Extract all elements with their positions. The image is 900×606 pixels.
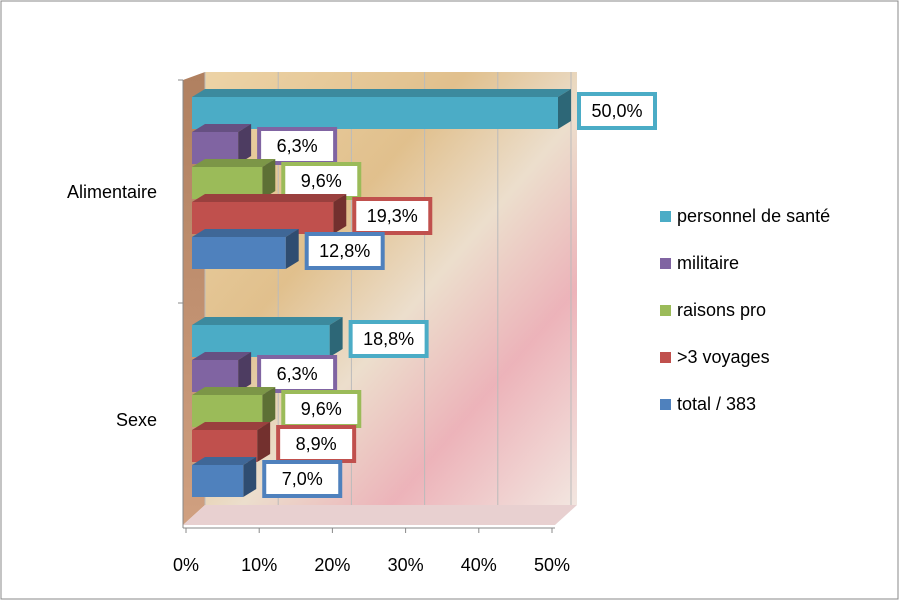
legend-label: total / 383: [677, 394, 756, 414]
data-label: 9,6%: [301, 171, 342, 191]
x-tick-label: 40%: [461, 555, 497, 575]
data-label-box: [257, 127, 338, 165]
legend-swatch: [660, 352, 671, 363]
legend-swatch: [660, 399, 671, 410]
bar-face: [257, 422, 271, 462]
bar-face: [192, 430, 258, 462]
bar-face: [192, 237, 286, 269]
bar-face: [285, 229, 299, 269]
data-label: 19,3%: [367, 206, 418, 226]
data-label-box: [262, 460, 343, 498]
y-tick-label: Alimentaire: [67, 182, 157, 202]
data-label: 50,0%: [591, 101, 642, 121]
legend-label: raisons pro: [677, 300, 766, 320]
bar: [192, 89, 571, 129]
data-label-box: [304, 232, 385, 270]
bar-face: [243, 457, 257, 497]
bar: [192, 387, 276, 427]
legend-swatch: [660, 258, 671, 269]
bar-face: [192, 167, 263, 199]
bar-face: [192, 124, 252, 132]
bar: [192, 352, 252, 392]
bar-face: [192, 132, 239, 164]
bar-face: [558, 89, 571, 129]
bar-face: [192, 395, 263, 427]
bar-face: [333, 194, 347, 234]
bar-face: [192, 465, 244, 497]
legend-label: personnel de santé: [677, 206, 830, 226]
bar: [192, 159, 276, 199]
bar-face: [192, 89, 571, 97]
bar-face: [329, 317, 343, 357]
y-tick-label: Sexe: [116, 410, 157, 430]
bar-face: [238, 352, 252, 392]
bar: [192, 229, 299, 269]
x-tick-label: 50%: [534, 555, 570, 575]
bar-face: [192, 202, 334, 234]
data-label: 6,3%: [277, 136, 318, 156]
bar-face: [192, 317, 343, 325]
bar-face: [262, 387, 276, 427]
bar-face: [192, 422, 271, 430]
data-label-box: [281, 390, 362, 428]
data-label-box: [348, 320, 429, 358]
floor: [183, 505, 577, 525]
legend-swatch: [660, 211, 671, 222]
data-label-box: [352, 197, 433, 235]
legend-label: militaire: [677, 253, 739, 273]
data-label: 7,0%: [282, 469, 323, 489]
data-label-box: [577, 92, 657, 130]
data-label-box: [281, 162, 362, 200]
x-tick-label: 10%: [241, 555, 277, 575]
bar: [192, 422, 271, 462]
bar: [192, 317, 343, 357]
bar-face: [238, 124, 252, 164]
bar: [192, 124, 252, 164]
bar-face: [192, 325, 330, 357]
legend-label: >3 voyages: [677, 347, 770, 367]
data-label: 6,3%: [277, 364, 318, 384]
x-tick-label: 0%: [173, 555, 199, 575]
bar: [192, 194, 347, 234]
x-tick-label: 20%: [314, 555, 350, 575]
bar-face: [192, 97, 558, 129]
bar-face: [192, 360, 239, 392]
bar-face: [192, 229, 299, 237]
data-label: 18,8%: [363, 329, 414, 349]
bar: [192, 457, 257, 497]
bar-face: [192, 194, 347, 202]
data-label: 8,9%: [296, 434, 337, 454]
x-tick-label: 30%: [388, 555, 424, 575]
bar-face: [192, 159, 276, 167]
bar-face: [262, 159, 276, 199]
data-label: 12,8%: [319, 241, 370, 261]
bar-face: [192, 457, 257, 465]
bar-face: [192, 387, 276, 395]
bar-face: [192, 352, 252, 360]
data-label: 9,6%: [301, 399, 342, 419]
legend-swatch: [660, 305, 671, 316]
